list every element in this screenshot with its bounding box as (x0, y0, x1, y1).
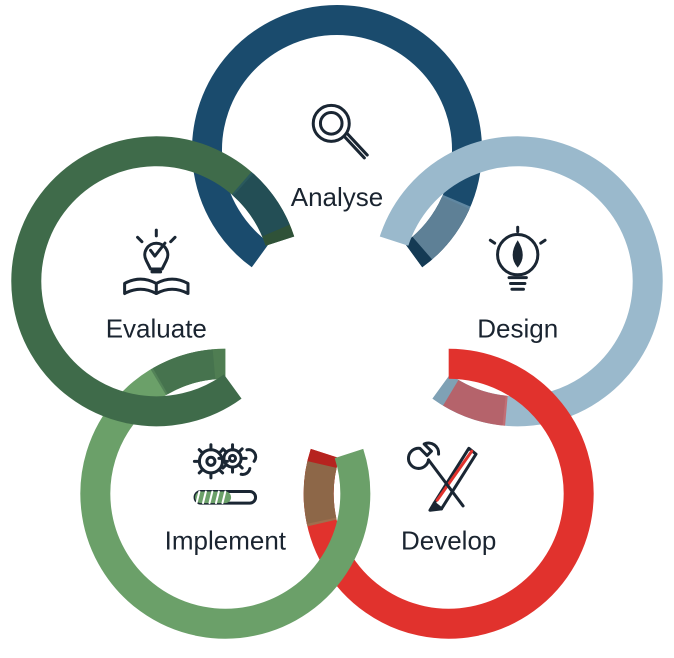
label-develop: Develop (401, 526, 496, 556)
label-implement: Implement (165, 526, 287, 556)
addie-flower-diagram: Analyse Design Develop Implement Evaluate (0, 0, 674, 658)
label-design: Design (477, 313, 558, 343)
gears-icon (194, 445, 255, 503)
label-evaluate: Evaluate (106, 313, 207, 343)
magnifier-icon (313, 105, 367, 158)
petal-analyse (207, 20, 467, 255)
petal-overlap-develop-implement (319, 464, 322, 522)
petal-ring-analyse (207, 20, 467, 255)
bulb-icon (490, 227, 545, 289)
petal-overlap-design-develop (451, 393, 507, 411)
petal-overlap-implement-evaluate (158, 364, 214, 382)
tools-icon (408, 443, 476, 510)
label-analyse: Analyse (291, 182, 384, 212)
book-bulb-icon (125, 230, 188, 293)
